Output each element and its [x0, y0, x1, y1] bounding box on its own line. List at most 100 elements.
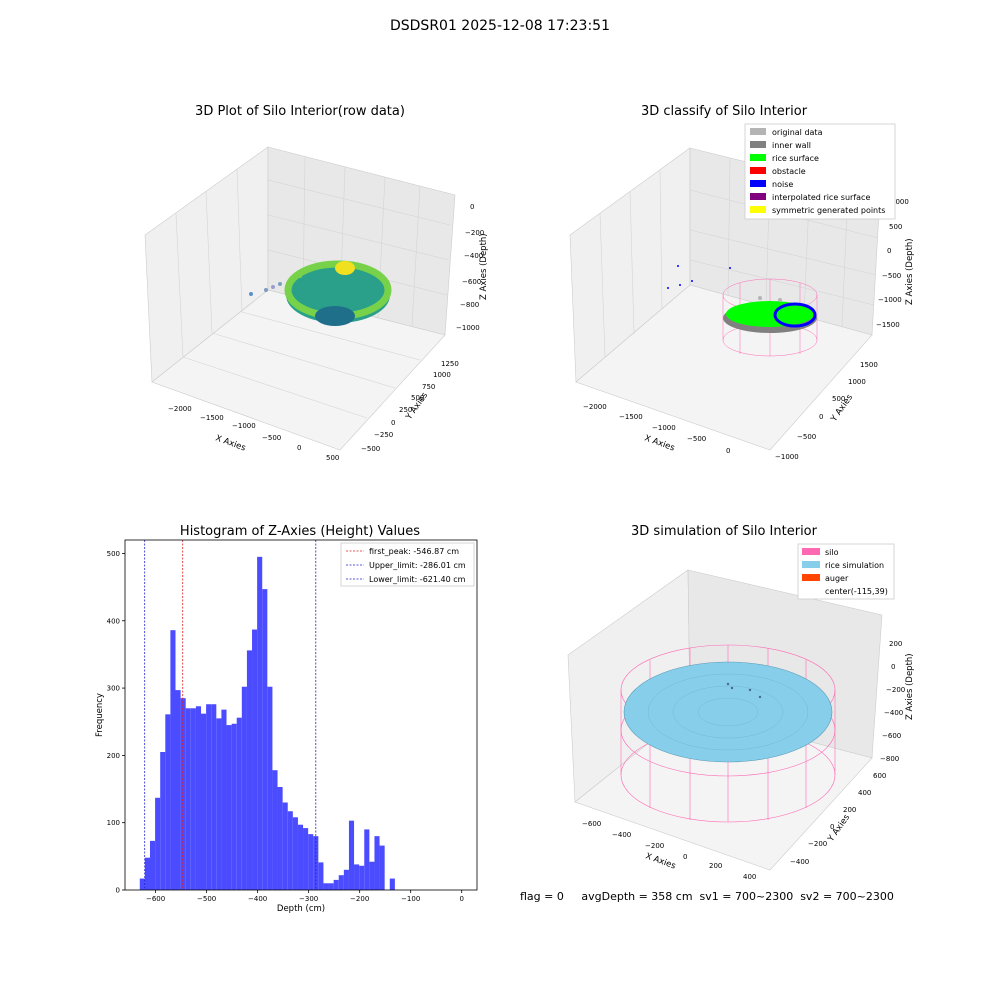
raw-data-peak: [335, 261, 355, 275]
raw-xtick: −500: [262, 434, 281, 442]
classify-ztick: −1000: [878, 296, 902, 304]
classify-xticks: −2000 −1500 −1000 −500 0: [583, 403, 730, 455]
classify-yticks: −1000 −500 0 500 1000 1500: [775, 361, 878, 461]
raw-ytick: 250: [399, 406, 412, 414]
histogram-bar: [165, 714, 171, 890]
simulation-plot: X Axies Y Axies Z Axies (Depth) −600 −40…: [567, 543, 915, 881]
raw-ztick: −200: [465, 229, 484, 237]
classify-ytick: −1000: [775, 453, 799, 461]
simulation-xlabel: X Axies: [644, 851, 677, 871]
histogram-bar: [354, 864, 360, 890]
simulation-zticks: 200 0 −200 −400 −600 −800: [880, 640, 905, 763]
simulation-ztick: 200: [889, 640, 902, 648]
figure-title: DSDSR01 2025-12-08 17:23:51: [389, 18, 610, 34]
classify-xtick: −500: [687, 435, 706, 443]
classify-xlabel: X Axies: [643, 433, 676, 453]
flag-text: flag = 0: [520, 890, 564, 903]
raw-zticks: 0 −200 −400 −600 −800 −1000: [456, 203, 484, 332]
histogram-bar: [185, 708, 191, 890]
raw-xtick: −2000: [168, 405, 192, 413]
histogram-vlines: [144, 540, 317, 890]
simulation-xtick: 400: [743, 873, 756, 881]
simulation-ytick: 600: [873, 772, 886, 780]
raw-ytick: 500: [411, 394, 424, 402]
histogram-bar: [323, 883, 329, 890]
histogram-ytick-label: 500: [107, 550, 120, 558]
simulation-ztick: −800: [880, 755, 899, 763]
histogram-xtick-label: −400: [248, 895, 267, 903]
classify-ytick: 1500: [860, 361, 878, 369]
histogram-legend-item: Upper_limit: -286.01 cm: [369, 561, 466, 570]
histogram-bar: [328, 883, 334, 890]
histogram-bar: [303, 828, 309, 890]
histogram-bar: [267, 686, 273, 890]
simulation-ztick: −400: [884, 709, 903, 717]
simulation-legend-item: auger: [825, 574, 849, 583]
raw-xtick: 0: [297, 444, 301, 452]
histogram-bar: [318, 862, 324, 890]
simulation-legend-item: rice simulation: [825, 561, 884, 570]
simulation-ztick: 0: [891, 663, 895, 671]
classify-ytick: 500: [832, 395, 845, 403]
classify-plot-title: 3D classify of Silo Interior: [640, 104, 808, 119]
histogram-ytick-label: 400: [107, 617, 120, 625]
raw-ytick: 750: [422, 383, 435, 391]
histogram-bar: [277, 787, 283, 890]
histogram-bar: [297, 824, 304, 890]
simulation-rice-surface: [623, 661, 833, 763]
classify-legend-item: inner wall: [772, 141, 811, 150]
classify-plot: X Axies Y Axies Z Axies (Depth) −2000 −1…: [569, 123, 915, 461]
classify-ytick: −500: [797, 433, 816, 441]
raw-zlabel: Z Axies (Depth): [479, 233, 489, 300]
histogram-bar: [155, 797, 161, 890]
simulation-ztick: −200: [886, 686, 905, 694]
classify-xtick: −1000: [652, 424, 676, 432]
classify-legend-item: rice surface: [772, 154, 819, 163]
histogram-ytick-label: 200: [107, 752, 120, 760]
raw-xlabel: X Axies: [214, 433, 247, 453]
raw-plot: X Axies Y Axies Z Axies (Depth) −2000 −1…: [144, 146, 489, 462]
classify-legend-item: original data: [772, 128, 823, 137]
histogram-bar: [364, 829, 370, 890]
classify-ztick: 0: [887, 247, 891, 255]
histogram-frame: [124, 539, 478, 891]
classify-legend-item: noise: [772, 180, 793, 189]
histogram-legend: first_peak: -546.87 cm Upper_limit: -286…: [340, 542, 475, 587]
raw-ytick: 1250: [441, 360, 459, 368]
histogram-bar: [374, 836, 380, 890]
histogram-bar: [287, 811, 293, 890]
raw-ytick: −500: [361, 445, 380, 453]
histogram-bar: [272, 770, 278, 890]
histogram-bar: [389, 878, 395, 890]
simulation-xtick: 0: [683, 853, 687, 861]
classify-ytick: 0: [819, 413, 823, 421]
simulation-legend: silo rice simulation auger center(-115,3…: [797, 543, 895, 600]
raw-ztick: −400: [464, 252, 483, 260]
raw-ytick: −250: [374, 431, 393, 439]
histogram: −600 −500 −400 −300 −200 −100 0 0 100 200 300 400 5…: [95, 539, 478, 914]
histogram-ytick-label: 300: [107, 685, 120, 693]
histogram-bar: [180, 698, 186, 890]
classify-xtick: −1500: [619, 413, 643, 421]
simulation-yticks: 600 400 200 0 −200 −400: [790, 772, 886, 866]
simulation-xtick: 200: [709, 862, 722, 870]
histogram-bars: [139, 556, 395, 890]
simulation-ytick: −200: [808, 840, 827, 848]
histogram-bar: [257, 556, 263, 890]
histogram-xtick-label: −500: [197, 895, 216, 903]
histogram-bar: [231, 723, 237, 890]
histogram-bar: [246, 650, 253, 890]
histogram-legend-item: first_peak: -546.87 cm: [369, 547, 459, 556]
histogram-bar: [308, 834, 314, 890]
histogram-bar: [343, 869, 349, 890]
simulation-ytick: 200: [843, 806, 856, 814]
histogram-bar: [211, 704, 217, 890]
status-footer: flag = 0 avgDepth = 358 cm sv1 = 700~230…: [520, 890, 894, 903]
histogram-ytick-label: 100: [107, 819, 120, 827]
raw-xticks: −2000 −1500 −1000 −500 0 500: [168, 405, 339, 462]
histogram-bar: [338, 875, 344, 890]
raw-ztick: −1000: [456, 324, 480, 332]
classify-legend-item: interpolated rice surface: [772, 193, 870, 202]
raw-ytick: 0: [391, 419, 395, 427]
histogram-bar: [226, 725, 232, 890]
